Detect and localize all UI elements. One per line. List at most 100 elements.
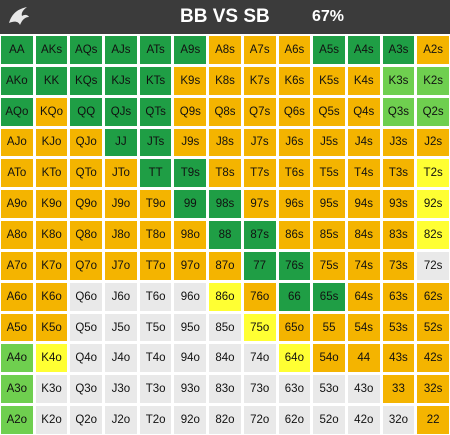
hand-cell[interactable]: 55 [312,312,346,343]
hand-cell[interactable]: 97s [242,189,277,220]
hand-cell[interactable]: T4o [138,343,173,374]
hand-cell[interactable]: 96s [277,189,312,220]
hand-cell[interactable]: 84o [208,343,242,374]
hand-cell[interactable]: 22 [416,405,450,435]
hand-cell[interactable]: A7o [0,250,34,281]
hand-cell[interactable]: J8s [208,127,242,158]
hand-cell[interactable]: Q4s [346,96,381,127]
hand-cell[interactable]: 66 [277,281,312,312]
hand-cell[interactable]: T7s [242,158,277,189]
hand-cell[interactable]: T3s [381,158,416,189]
hand-cell[interactable]: K4s [346,65,381,96]
hand-cell[interactable]: KTo [34,158,69,189]
hand-cell[interactable]: 54o [312,343,346,374]
hand-cell[interactable]: 84s [346,220,381,250]
hand-cell[interactable]: 87o [208,250,242,281]
hand-cell[interactable]: 33 [381,374,416,405]
hand-cell[interactable]: J5s [312,127,346,158]
hand-cell[interactable]: J7s [242,127,277,158]
hand-cell[interactable]: A4s [346,35,381,65]
hand-cell[interactable]: TT [138,158,173,189]
hand-cell[interactable]: 75o [242,312,277,343]
hand-cell[interactable]: Q9o [69,189,104,220]
hand-cell[interactable]: 83o [208,374,242,405]
hand-cell[interactable]: T5s [312,158,346,189]
hand-cell[interactable]: 64o [277,343,312,374]
hand-cell[interactable]: J9o [104,189,138,220]
hand-cell[interactable]: 72s [416,250,450,281]
hand-cell[interactable]: KTs [138,65,173,96]
hand-cell[interactable]: K7o [34,250,69,281]
hand-cell[interactable]: K5s [312,65,346,96]
hand-cell[interactable]: A8s [208,35,242,65]
hand-cell[interactable]: K6s [277,65,312,96]
hand-cell[interactable]: KK [34,65,69,96]
hand-cell[interactable]: K8s [208,65,242,96]
hand-cell[interactable]: K5o [34,312,69,343]
hand-cell[interactable]: J6o [104,281,138,312]
hand-cell[interactable]: 52o [312,405,346,435]
hand-cell[interactable]: 32s [416,374,450,405]
hand-cell[interactable]: 53s [381,312,416,343]
hand-cell[interactable]: K9s [173,65,208,96]
hand-cell[interactable]: KJo [34,127,69,158]
hand-cell[interactable]: 52s [416,312,450,343]
hand-cell[interactable]: J2s [416,127,450,158]
hand-cell[interactable]: A4o [0,343,34,374]
hand-cell[interactable]: A3o [0,374,34,405]
hand-cell[interactable]: 62s [416,281,450,312]
hand-cell[interactable]: 76o [242,281,277,312]
hand-cell[interactable]: 82o [208,405,242,435]
hand-cell[interactable]: 73s [381,250,416,281]
hand-cell[interactable]: J4s [346,127,381,158]
hand-cell[interactable]: T8o [138,220,173,250]
hand-cell[interactable]: K8o [34,220,69,250]
hand-cell[interactable]: J9s [173,127,208,158]
hand-cell[interactable]: 53o [312,374,346,405]
hand-cell[interactable]: A5o [0,312,34,343]
hand-cell[interactable]: 92o [173,405,208,435]
hand-cell[interactable]: T6s [277,158,312,189]
hand-cell[interactable]: J7o [104,250,138,281]
hand-cell[interactable]: Q4o [69,343,104,374]
hand-cell[interactable]: 44 [346,343,381,374]
hand-cell[interactable]: 73o [242,374,277,405]
hand-cell[interactable]: 74o [242,343,277,374]
hand-cell[interactable]: K4o [34,343,69,374]
hand-cell[interactable]: KQo [34,96,69,127]
hand-cell[interactable]: T7o [138,250,173,281]
hand-cell[interactable]: J3s [381,127,416,158]
hand-cell[interactable]: ATs [138,35,173,65]
hand-cell[interactable]: 32o [381,405,416,435]
hand-cell[interactable]: K3s [381,65,416,96]
hand-cell[interactable]: K9o [34,189,69,220]
hand-cell[interactable]: Q8s [208,96,242,127]
hand-cell[interactable]: T8s [208,158,242,189]
hand-cell[interactable]: 64s [346,281,381,312]
hand-cell[interactable]: Q6o [69,281,104,312]
hand-cell[interactable]: Q3s [381,96,416,127]
hand-cell[interactable]: 63o [277,374,312,405]
hand-cell[interactable]: J8o [104,220,138,250]
hand-cell[interactable]: 83s [381,220,416,250]
hand-cell[interactable]: QJo [69,127,104,158]
hand-cell[interactable]: 63s [381,281,416,312]
hand-cell[interactable]: 42s [416,343,450,374]
hand-cell[interactable]: QQ [69,96,104,127]
hand-cell[interactable]: K3o [34,374,69,405]
hand-cell[interactable]: 85o [208,312,242,343]
hand-cell[interactable]: T2s [416,158,450,189]
hand-cell[interactable]: 96o [173,281,208,312]
hand-cell[interactable]: AQs [69,35,104,65]
hand-cell[interactable]: 94s [346,189,381,220]
hand-cell[interactable]: JJ [104,127,138,158]
hand-cell[interactable]: AA [0,35,34,65]
hand-cell[interactable]: JTo [104,158,138,189]
hand-cell[interactable]: Q6s [277,96,312,127]
hand-cell[interactable]: AKs [34,35,69,65]
hand-cell[interactable]: 98s [208,189,242,220]
hand-cell[interactable]: 62o [277,405,312,435]
hand-cell[interactable]: 65o [277,312,312,343]
hand-cell[interactable]: AKo [0,65,34,96]
hand-cell[interactable]: QTs [138,96,173,127]
